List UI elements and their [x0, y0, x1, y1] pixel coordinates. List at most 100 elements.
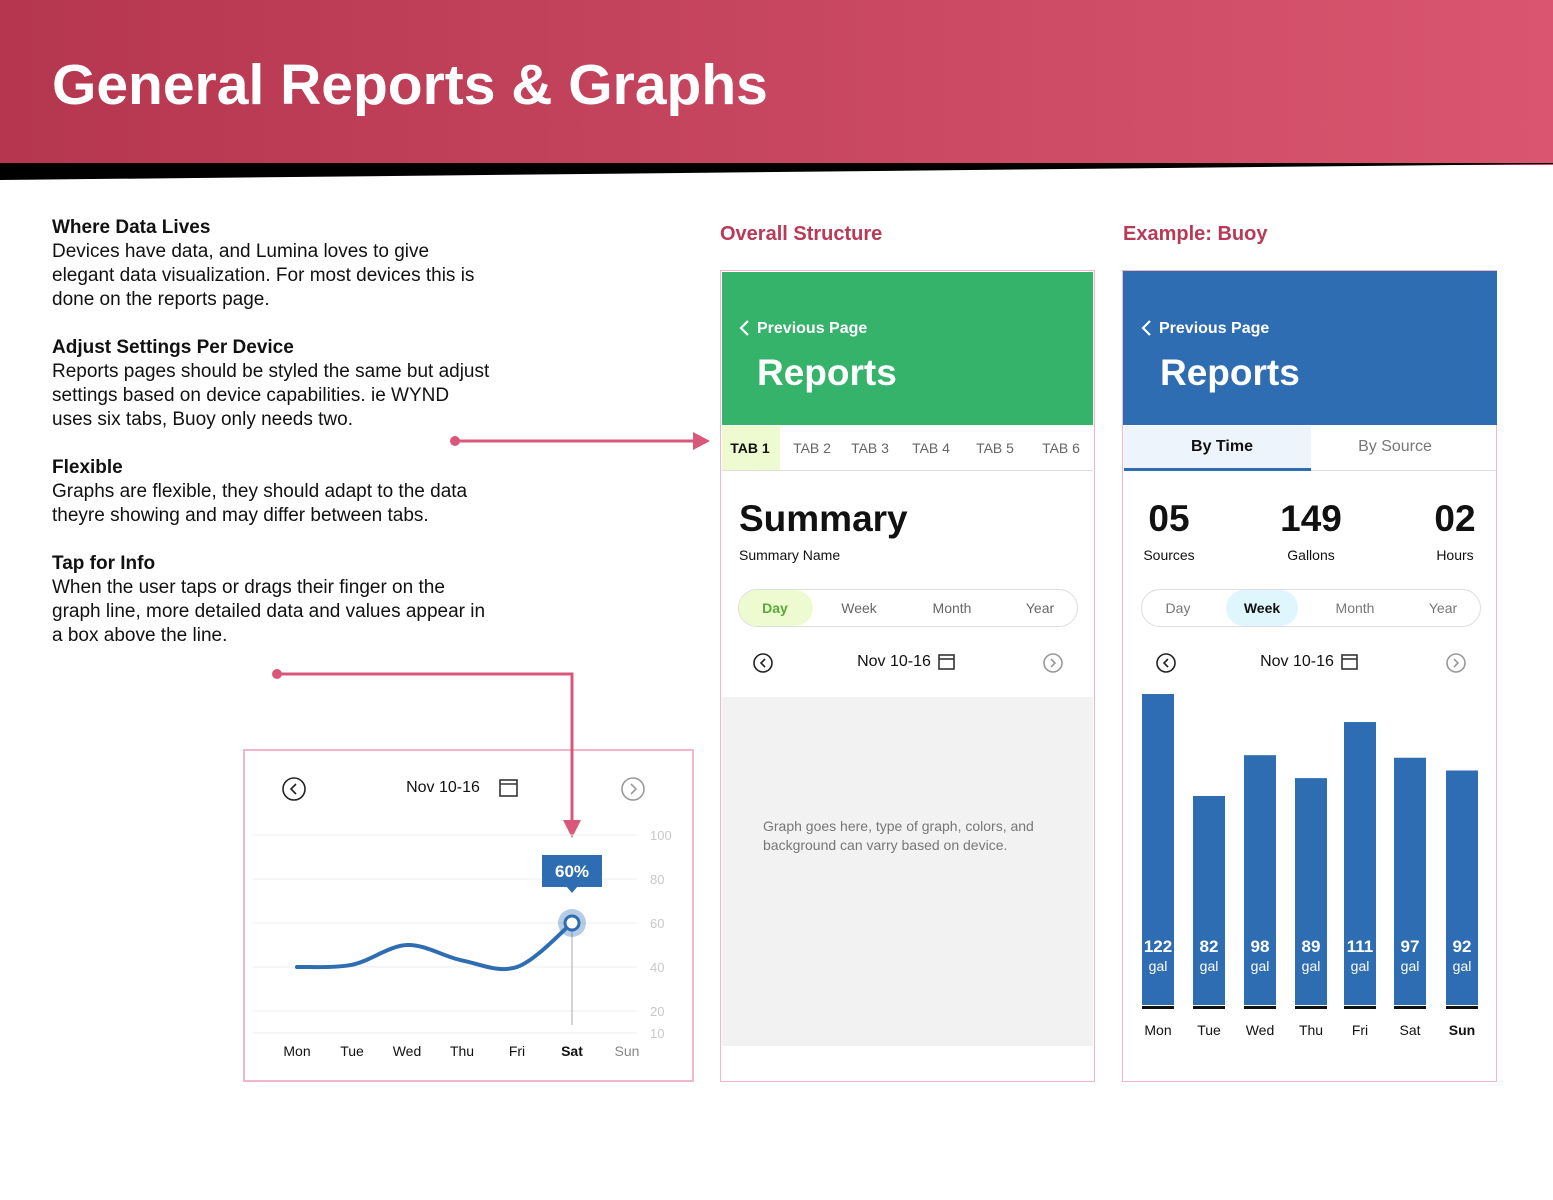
section-text: settings based on device capabilities. i…: [52, 385, 450, 406]
section-text: uses six tabs, Buoy only needs two.: [52, 409, 353, 430]
x-tick-label: Sun: [1449, 1022, 1475, 1038]
arrow-dot: [450, 436, 460, 446]
summary-title: Summary: [739, 498, 908, 539]
x-tick-label: Mon: [283, 1043, 310, 1059]
section-heading: Adjust Settings Per Device: [52, 337, 294, 358]
bar: [1193, 795, 1225, 1005]
stat-value: 02: [1434, 498, 1476, 539]
bar-unit: gal: [1149, 958, 1168, 974]
bar-value: 111: [1347, 937, 1374, 956]
tooltip-pointer: [566, 886, 578, 893]
chart-card: [243, 749, 694, 1082]
header-edge: [0, 163, 1553, 180]
tab[interactable]: TAB 4: [912, 440, 950, 456]
tab[interactable]: By Source: [1358, 438, 1432, 455]
bar-base: [1244, 1006, 1276, 1009]
back-link[interactable]: Previous Page: [1159, 320, 1270, 337]
active-period: [1226, 590, 1298, 626]
date-range: Nov 10-16: [406, 779, 480, 796]
tooltip-label: 60%: [555, 862, 589, 881]
stat-label: Hours: [1436, 547, 1474, 563]
period[interactable]: Week: [841, 600, 877, 616]
period[interactable]: Week: [1243, 600, 1281, 616]
active-period: [739, 590, 813, 626]
x-tick-label: Fri: [509, 1043, 525, 1059]
period[interactable]: Day: [762, 600, 788, 616]
period[interactable]: Month: [932, 600, 972, 616]
x-tick-label: Tue: [340, 1043, 364, 1059]
panel-header: [722, 272, 1093, 425]
bar: [1142, 694, 1174, 1005]
back-icon: [739, 320, 1151, 336]
x-tick-label: Wed: [393, 1043, 422, 1059]
bar-unit: gal: [1453, 958, 1472, 974]
bar-value: 97: [1401, 937, 1420, 956]
bar-value: 98: [1251, 937, 1270, 956]
bar-base: [1394, 1006, 1426, 1009]
bar-unit: gal: [1200, 958, 1219, 974]
date-range: Nov 10-16: [1260, 653, 1334, 670]
summary-name: Summary Name: [739, 547, 841, 563]
panel-label: Example: Buoy: [1123, 223, 1268, 245]
x-tick-label: Sat: [561, 1043, 583, 1059]
period[interactable]: Year: [1428, 600, 1458, 616]
point: [563, 914, 581, 932]
page-heading: Reports: [1160, 352, 1300, 393]
y-tick-label: 40: [650, 960, 664, 975]
graph-placeholder: [722, 697, 1093, 1046]
tab[interactable]: By Time: [1191, 438, 1253, 455]
x-tick-label: Fri: [1352, 1022, 1368, 1038]
period-pill: [738, 589, 1078, 627]
arrow-head: [693, 432, 710, 450]
bar-unit: gal: [1351, 958, 1370, 974]
bar: [1244, 755, 1276, 1005]
bar-base: [1193, 1006, 1225, 1009]
x-tick-label: Wed: [1246, 1022, 1275, 1038]
bar-base: [1142, 1006, 1174, 1009]
bar: [1344, 722, 1376, 1005]
section-heading: Tap for Info: [52, 553, 156, 574]
active-tab: [1124, 426, 1311, 470]
bar-base: [1295, 1006, 1327, 1009]
section-text: When the user taps or drags their finger…: [52, 577, 445, 598]
bar-unit: gal: [1251, 958, 1270, 974]
section-heading: Where Data Lives: [52, 217, 211, 238]
bar-value: 92: [1453, 937, 1472, 956]
section-heading: Flexible: [52, 457, 123, 478]
x-tick-label: Sun: [615, 1043, 640, 1059]
x-tick-label: Thu: [1299, 1022, 1323, 1038]
placeholder-text: Graph goes here, type of graph, colors, …: [763, 818, 1034, 834]
tab[interactable]: TAB 2: [793, 440, 831, 456]
bar-base: [1446, 1006, 1478, 1009]
section-text: done on the reports page.: [52, 289, 270, 310]
period[interactable]: Month: [1335, 600, 1375, 616]
x-tick-label: Thu: [450, 1043, 474, 1059]
y-tick-label: 20: [650, 1004, 664, 1019]
period[interactable]: Year: [1025, 600, 1055, 616]
y-tick-label: 60: [650, 916, 664, 931]
period-pill: [1141, 589, 1481, 627]
y-tick-label: 80: [650, 872, 664, 887]
period[interactable]: Day: [1165, 600, 1191, 616]
section-text: a box above the line.: [52, 625, 228, 646]
back-link[interactable]: Previous Page: [757, 320, 868, 337]
section-text: elegant data visualization. For most dev…: [52, 265, 475, 286]
tab[interactable]: TAB 5: [976, 440, 1014, 456]
arrow-head: [563, 820, 581, 838]
tab[interactable]: TAB 6: [1042, 440, 1080, 456]
bar: [1446, 770, 1478, 1005]
page-heading: Reports: [757, 352, 897, 393]
section-text: theyre showing and may differ between ta…: [52, 505, 429, 526]
date-range: Nov 10-16: [857, 653, 931, 670]
x-tick-label: Tue: [1197, 1022, 1221, 1038]
tab[interactable]: TAB 3: [851, 440, 889, 456]
section-text: Reports pages should be styled the same …: [52, 361, 490, 382]
tooltip: [542, 855, 602, 887]
tab-underline: [1124, 468, 1311, 471]
nav-icons: [282, 653, 1466, 801]
tab[interactable]: TAB 1: [730, 440, 770, 456]
bar: [1295, 778, 1327, 1005]
section-text: Devices have data, and Lumina loves to g…: [52, 241, 430, 262]
